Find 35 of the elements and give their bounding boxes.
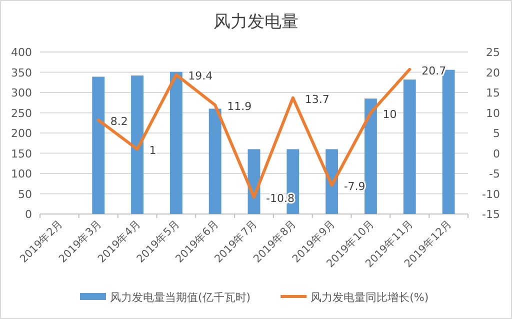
y2-tick-label: 15 bbox=[486, 86, 500, 100]
bar bbox=[92, 76, 105, 214]
data-label: 11.9 bbox=[227, 100, 252, 114]
data-label: 8.2 bbox=[110, 115, 128, 128]
y-tick-label: 350 bbox=[11, 66, 32, 80]
y2-tick-label: -15 bbox=[482, 208, 500, 221]
y2-tick-label: 25 bbox=[486, 46, 500, 59]
legend-label: 风力发电量当期值(亿千瓦时) bbox=[110, 291, 251, 304]
y-tick-label: 250 bbox=[11, 106, 32, 120]
y-tick-label: 50 bbox=[18, 188, 32, 201]
y-tick-label: 0 bbox=[25, 208, 32, 221]
data-label: 1 bbox=[149, 144, 156, 158]
y-tick-label: 100 bbox=[11, 168, 32, 180]
y2-tick-label: -5 bbox=[489, 168, 500, 180]
data-label: 10 bbox=[382, 108, 397, 121]
bar bbox=[364, 98, 377, 214]
y2-tick-label: -10 bbox=[482, 188, 500, 201]
y2-tick-label: 10 bbox=[486, 106, 500, 120]
legend-label: 风力发电量同比增长(%) bbox=[310, 291, 429, 304]
data-label: -7.9 bbox=[344, 180, 366, 194]
y-tick-label: 150 bbox=[11, 147, 32, 160]
y-tick-label: 200 bbox=[11, 127, 32, 140]
y-tick-label: 400 bbox=[11, 46, 32, 59]
y2-tick-label: 0 bbox=[493, 147, 500, 160]
data-label: 13.7 bbox=[304, 92, 330, 106]
y-tick-label: 300 bbox=[11, 86, 32, 100]
data-label: 19.4 bbox=[188, 70, 213, 83]
bar bbox=[131, 75, 144, 214]
bar bbox=[170, 72, 182, 214]
bar bbox=[403, 80, 416, 214]
chart-title: 风力发电量 bbox=[214, 12, 298, 32]
y2-tick-label: 5 bbox=[493, 127, 500, 140]
y2-tick-label: 20 bbox=[486, 66, 500, 80]
bar bbox=[208, 108, 222, 214]
data-label: 20.7 bbox=[422, 64, 446, 78]
